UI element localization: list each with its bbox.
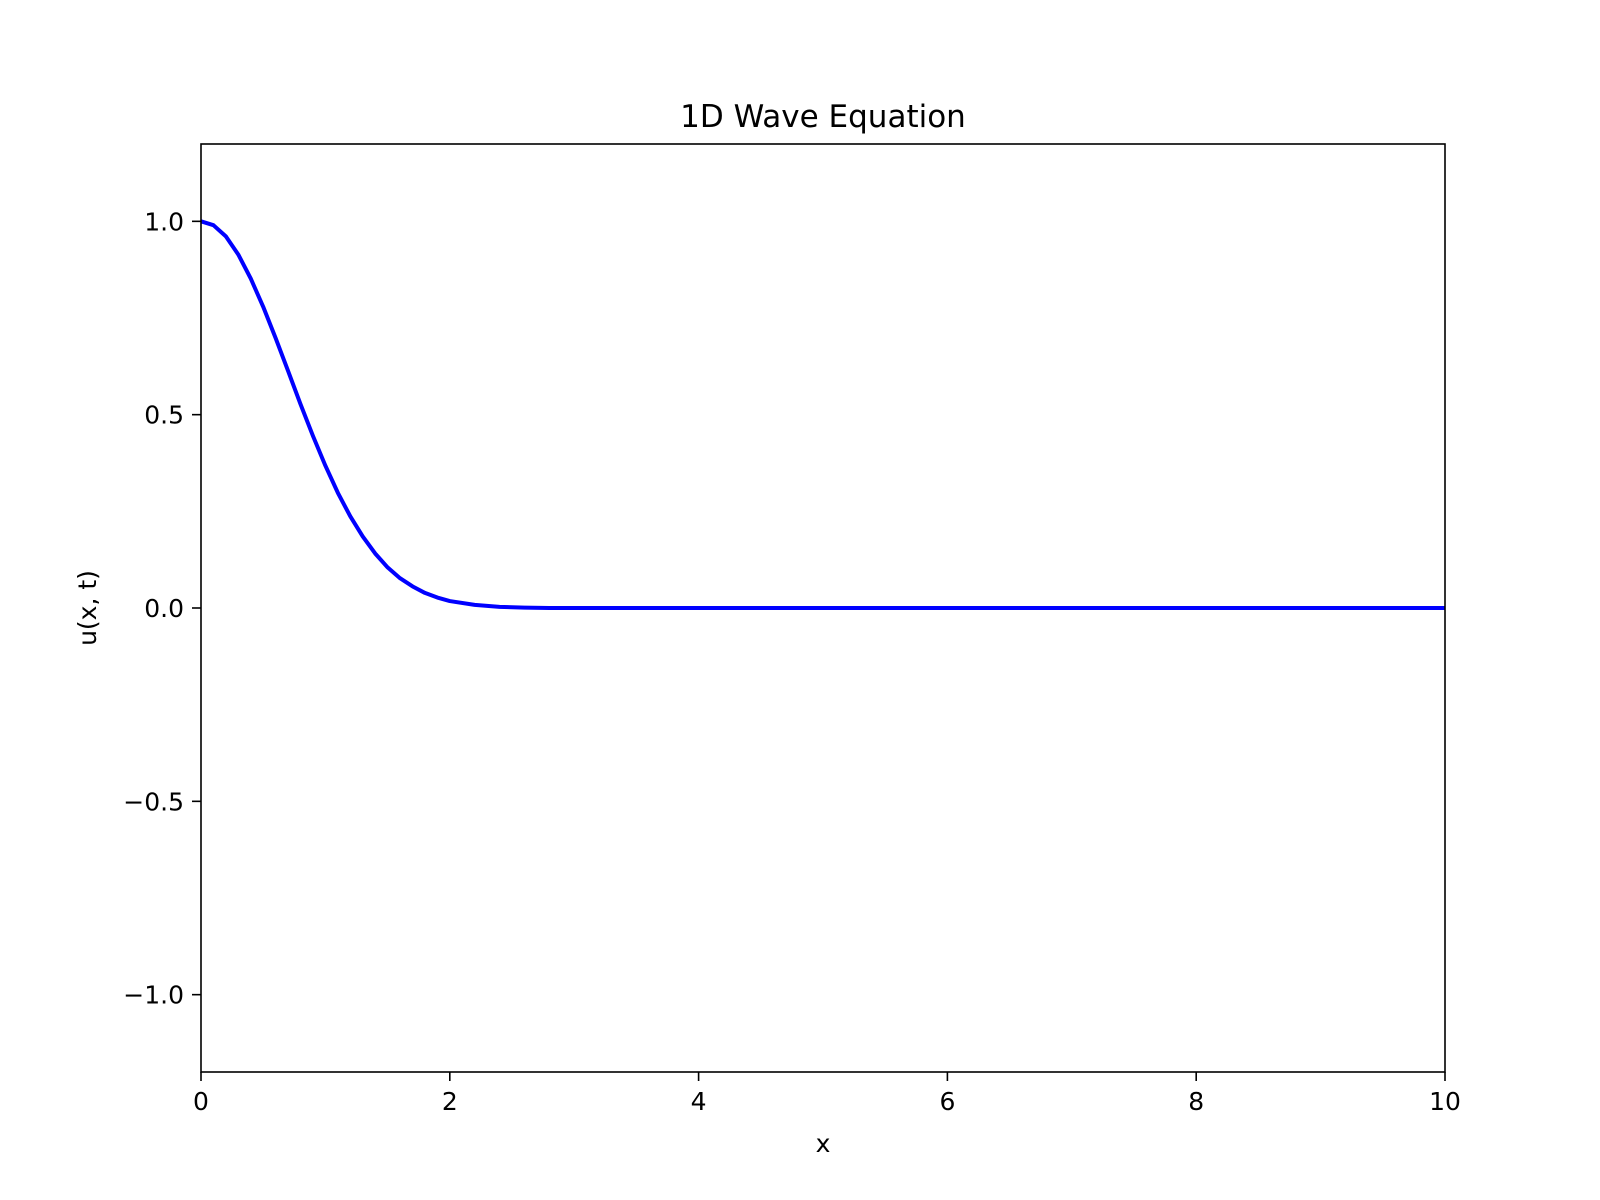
x-tick-label: 8 [1188, 1087, 1204, 1116]
y-tick-label: −0.5 [123, 787, 184, 816]
chart-title: 1D Wave Equation [680, 99, 966, 135]
x-axis-ticks: 0 2 4 6 8 10 [193, 1072, 1461, 1116]
y-tick-label: −1.0 [123, 981, 184, 1010]
y-axis-label: u(x, t) [73, 570, 102, 646]
x-tick-label: 10 [1429, 1087, 1461, 1116]
y-axis-ticks: −1.0 −0.5 0.0 0.5 1.0 [123, 207, 201, 1010]
y-tick-label: 1.0 [144, 207, 184, 236]
x-tick-label: 6 [939, 1087, 955, 1116]
x-tick-label: 2 [442, 1087, 458, 1116]
y-tick-label: 0.5 [144, 401, 184, 430]
y-tick-label: 0.0 [144, 594, 184, 623]
x-tick-label: 0 [193, 1087, 209, 1116]
x-axis-label: x [816, 1129, 831, 1158]
series-line-1 [200, 219, 1445, 610]
x-tick-label: 4 [691, 1087, 707, 1116]
